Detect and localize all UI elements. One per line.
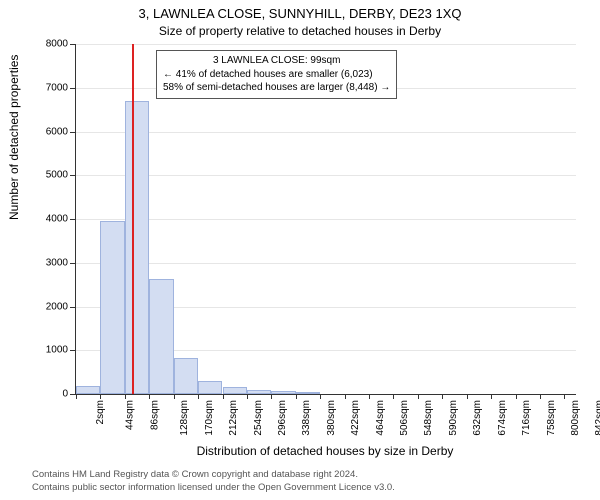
histogram-bar: [100, 221, 124, 394]
y-tick-label: 3000: [26, 257, 68, 268]
histogram-bar: [247, 390, 271, 394]
y-tick-label: 7000: [26, 82, 68, 93]
x-tick: [100, 394, 101, 399]
x-tick-label: 212sqm: [228, 400, 239, 436]
x-tick-label: 674sqm: [497, 400, 508, 436]
chart-container: 3, LAWNLEA CLOSE, SUNNYHILL, DERBY, DE23…: [0, 0, 600, 500]
x-tick-label: 716sqm: [521, 400, 532, 436]
x-tick-label: 758sqm: [546, 400, 557, 436]
title-primary: 3, LAWNLEA CLOSE, SUNNYHILL, DERBY, DE23…: [0, 6, 600, 21]
x-tick: [247, 394, 248, 399]
plot-area: 0100020003000400050006000700080002sqm44s…: [75, 44, 576, 395]
x-tick-label: 128sqm: [179, 400, 190, 436]
y-tick-label: 4000: [26, 214, 68, 225]
x-tick: [442, 394, 443, 399]
x-tick: [540, 394, 541, 399]
x-tick-label: 338sqm: [301, 400, 312, 436]
gridline: [76, 175, 576, 176]
x-tick: [76, 394, 77, 399]
y-tick: [70, 88, 76, 89]
y-tick: [70, 132, 76, 133]
histogram-bar: [174, 358, 198, 394]
x-tick-label: 380sqm: [326, 400, 337, 436]
histogram-bar: [271, 391, 295, 394]
x-tick-label: 170sqm: [204, 400, 215, 436]
y-tick-label: 6000: [26, 126, 68, 137]
y-tick: [70, 175, 76, 176]
x-tick-label: 464sqm: [375, 400, 386, 436]
histogram-bar: [296, 392, 320, 394]
y-tick-label: 2000: [26, 301, 68, 312]
x-tick-label: 842sqm: [594, 400, 600, 436]
histogram-bar: [223, 387, 247, 394]
footer-line2: Contains public sector information licen…: [32, 482, 395, 494]
x-axis-title: Distribution of detached houses by size …: [75, 444, 575, 458]
x-tick: [345, 394, 346, 399]
x-tick: [418, 394, 419, 399]
x-tick-label: 44sqm: [125, 400, 136, 430]
y-tick-label: 1000: [26, 345, 68, 356]
x-tick: [174, 394, 175, 399]
y-tick-label: 5000: [26, 170, 68, 181]
x-tick-label: 800sqm: [570, 400, 581, 436]
x-tick-label: 632sqm: [472, 400, 483, 436]
y-tick: [70, 350, 76, 351]
x-tick-label: 86sqm: [149, 400, 160, 430]
histogram-bar: [125, 101, 149, 394]
y-tick-label: 0: [26, 389, 68, 400]
y-tick: [70, 44, 76, 45]
histogram-bar: [198, 381, 222, 394]
x-tick-label: 506sqm: [399, 400, 410, 436]
x-tick: [149, 394, 150, 399]
x-tick: [393, 394, 394, 399]
x-tick-label: 2sqm: [95, 400, 106, 424]
y-tick: [70, 219, 76, 220]
histogram-bar: [149, 279, 173, 394]
x-tick: [564, 394, 565, 399]
x-tick-label: 254sqm: [253, 400, 264, 436]
gridline: [76, 219, 576, 220]
x-tick: [296, 394, 297, 399]
annotation-line2: ← 41% of detached houses are smaller (6,…: [163, 68, 390, 82]
y-tick-label: 8000: [26, 39, 68, 50]
y-tick: [70, 263, 76, 264]
title-secondary: Size of property relative to detached ho…: [0, 24, 600, 38]
x-tick-label: 296sqm: [277, 400, 288, 436]
x-tick: [467, 394, 468, 399]
annotation-line1: 3 LAWNLEA CLOSE: 99sqm: [163, 54, 390, 68]
gridline: [76, 44, 576, 45]
footer-line1: Contains HM Land Registry data © Crown c…: [32, 469, 395, 481]
marker-line: [132, 44, 134, 394]
x-tick: [223, 394, 224, 399]
y-tick: [70, 307, 76, 308]
x-tick: [516, 394, 517, 399]
x-tick-label: 548sqm: [424, 400, 435, 436]
gridline: [76, 132, 576, 133]
x-tick: [369, 394, 370, 399]
gridline: [76, 263, 576, 264]
x-tick: [320, 394, 321, 399]
footer: Contains HM Land Registry data © Crown c…: [32, 469, 395, 494]
x-tick: [198, 394, 199, 399]
x-tick-label: 590sqm: [448, 400, 459, 436]
x-tick-label: 422sqm: [350, 400, 361, 436]
annotation-box: 3 LAWNLEA CLOSE: 99sqm ← 41% of detached…: [156, 50, 397, 99]
x-tick: [491, 394, 492, 399]
x-tick: [271, 394, 272, 399]
y-axis-title: Number of detached properties: [7, 55, 21, 220]
x-tick: [125, 394, 126, 399]
annotation-line3: 58% of semi-detached houses are larger (…: [163, 81, 390, 95]
histogram-bar: [76, 386, 100, 394]
